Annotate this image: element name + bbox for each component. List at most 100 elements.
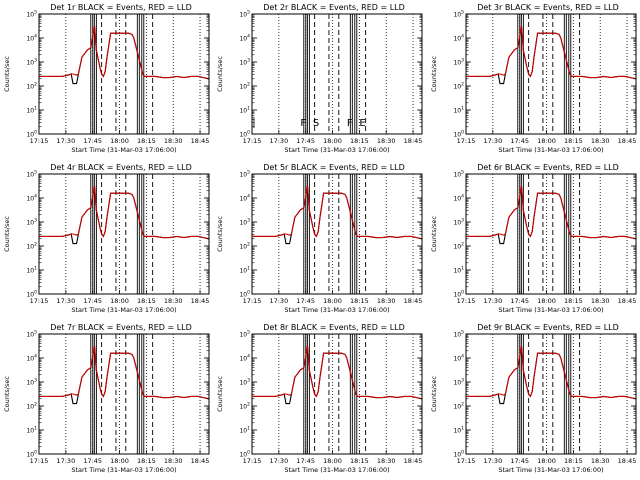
events-series-line [39, 25, 210, 85]
panel-det-8r: Det 8r BLACK = Events, RED = LLD 100 101 1… [213, 320, 426, 480]
x-tick-label: 18:00 [323, 457, 342, 465]
x-tick-label: 17:45 [296, 297, 315, 305]
lld-series-line [252, 185, 423, 240]
y-tick-label: 101 [453, 426, 464, 435]
x-tick-label: 17:15 [457, 137, 476, 145]
y-axis-label: Counts/sec [216, 376, 224, 412]
x-tick-label: 18:45 [618, 137, 637, 145]
plot-frame [38, 173, 210, 295]
lld-series-line [466, 345, 637, 400]
y-tick-label: 103 [453, 218, 464, 227]
y-tick-label: 103 [239, 218, 250, 227]
y-tick-label: 105 [26, 170, 37, 179]
x-tick-label: 18:45 [191, 137, 210, 145]
lld-series-line [466, 25, 637, 80]
y-tick-label: 103 [239, 58, 250, 67]
x-tick-label: 18:30 [377, 297, 396, 305]
x-tick-label: 18:15 [350, 137, 369, 145]
plot-frame [38, 333, 210, 455]
y-tick-label: 102 [453, 242, 464, 251]
y-tick-label: 101 [26, 266, 37, 275]
chart-det-6r: Det 6r BLACK = Events, RED = LLD 100 101 1… [430, 163, 637, 314]
chart-det-8r: Det 8r BLACK = Events, RED = LLD 100 101 1… [216, 323, 423, 474]
y-tick-label: 105 [239, 10, 250, 19]
plot-frame [465, 173, 637, 295]
y-axis-label: Counts/sec [216, 216, 224, 252]
x-tick-label: 17:45 [83, 297, 102, 305]
x-tick-label: 18:30 [164, 137, 183, 145]
lld-series-line [466, 185, 637, 240]
panel-det-3r: Det 3r BLACK = Events, RED = LLD 100 101 1… [427, 0, 640, 160]
x-tick-label: 17:15 [30, 297, 49, 305]
x-tick-label: 17:15 [243, 297, 262, 305]
y-axis-label: Counts/sec [430, 56, 438, 92]
x-tick-label: 17:15 [243, 137, 262, 145]
x-tick-label: 17:15 [457, 297, 476, 305]
y-tick-label: 101 [26, 106, 37, 115]
panel-title: Det 8r BLACK = Events, RED = LLD [263, 323, 405, 332]
panel-det-4r: Det 4r BLACK = Events, RED = LLD 100 101 1… [0, 160, 213, 320]
x-tick-label: 18:15 [564, 297, 583, 305]
y-tick-label: 102 [239, 82, 250, 91]
interval-letter: F [300, 118, 306, 129]
x-axis-label: Start Time (31-Mar-03 17:06:00) [71, 146, 176, 154]
y-tick-label: 102 [239, 402, 250, 411]
y-tick-label: 104 [453, 34, 464, 43]
x-tick-label: 17:30 [483, 297, 502, 305]
y-tick-label: 105 [453, 10, 464, 19]
x-tick-label: 18:45 [618, 297, 637, 305]
x-tick-label: 17:45 [296, 137, 315, 145]
x-tick-label: 18:15 [137, 297, 156, 305]
chart-det-9r: Det 9r BLACK = Events, RED = LLD 100 101 1… [430, 323, 637, 474]
lld-series-line [39, 25, 210, 80]
y-tick-label: 100 [26, 290, 37, 299]
x-tick-label: 17:15 [457, 457, 476, 465]
interval-letter: E [359, 118, 365, 129]
x-tick-label: 17:30 [269, 457, 288, 465]
x-tick-label: 18:30 [591, 297, 610, 305]
x-tick-label: 17:45 [83, 457, 102, 465]
x-tick-label: 18:00 [323, 137, 342, 145]
y-axis-label: Counts/sec [216, 56, 224, 92]
x-tick-label: 18:45 [404, 457, 423, 465]
x-tick-label: 17:30 [483, 137, 502, 145]
x-tick-label: 17:45 [510, 137, 529, 145]
y-tick-label: 105 [453, 330, 464, 339]
x-tick-label: 17:45 [510, 457, 529, 465]
y-tick-label: 100 [239, 290, 250, 299]
x-axis-label: Start Time (31-Mar-03 17:06:00) [284, 466, 389, 474]
lld-series-line [252, 345, 423, 400]
x-tick-label: 18:45 [404, 137, 423, 145]
x-axis-label: Start Time (31-Mar-03 17:06:00) [284, 306, 389, 314]
y-tick-label: 104 [239, 354, 250, 363]
x-tick-label: 18:00 [537, 457, 556, 465]
x-axis-label: Start Time (31-Mar-03 17:06:00) [498, 466, 603, 474]
x-axis-label: Start Time (31-Mar-03 17:06:00) [71, 466, 176, 474]
lld-series-line [39, 345, 210, 400]
y-tick-label: 101 [239, 266, 250, 275]
y-axis-label: Counts/sec [3, 216, 11, 252]
chart-det-7r: Det 7r BLACK = Events, RED = LLD 100 101 1… [3, 323, 210, 474]
x-tick-label: 17:30 [483, 457, 502, 465]
y-tick-label: 100 [453, 130, 464, 139]
y-tick-label: 102 [453, 402, 464, 411]
events-series-line [466, 25, 637, 85]
x-tick-label: 18:15 [137, 137, 156, 145]
panel-det-2r: Det 2r BLACK = Events, RED = LLD F S F E 100… [213, 0, 426, 160]
y-tick-label: 104 [239, 194, 250, 203]
x-tick-label: 18:45 [404, 297, 423, 305]
x-tick-label: 18:00 [110, 137, 129, 145]
x-tick-label: 18:15 [564, 457, 583, 465]
y-tick-label: 104 [26, 354, 37, 363]
y-tick-label: 103 [26, 58, 37, 67]
y-tick-label: 105 [239, 170, 250, 179]
x-tick-label: 18:30 [377, 457, 396, 465]
panel-title: Det 4r BLACK = Events, RED = LLD [50, 163, 192, 172]
x-tick-label: 18:15 [137, 457, 156, 465]
y-tick-label: 104 [453, 194, 464, 203]
y-tick-label: 104 [453, 354, 464, 363]
y-tick-label: 102 [26, 402, 37, 411]
panel-det-5r: Det 5r BLACK = Events, RED = LLD 100 101 1… [213, 160, 426, 320]
panel-det-6r: Det 6r BLACK = Events, RED = LLD 100 101 1… [427, 160, 640, 320]
